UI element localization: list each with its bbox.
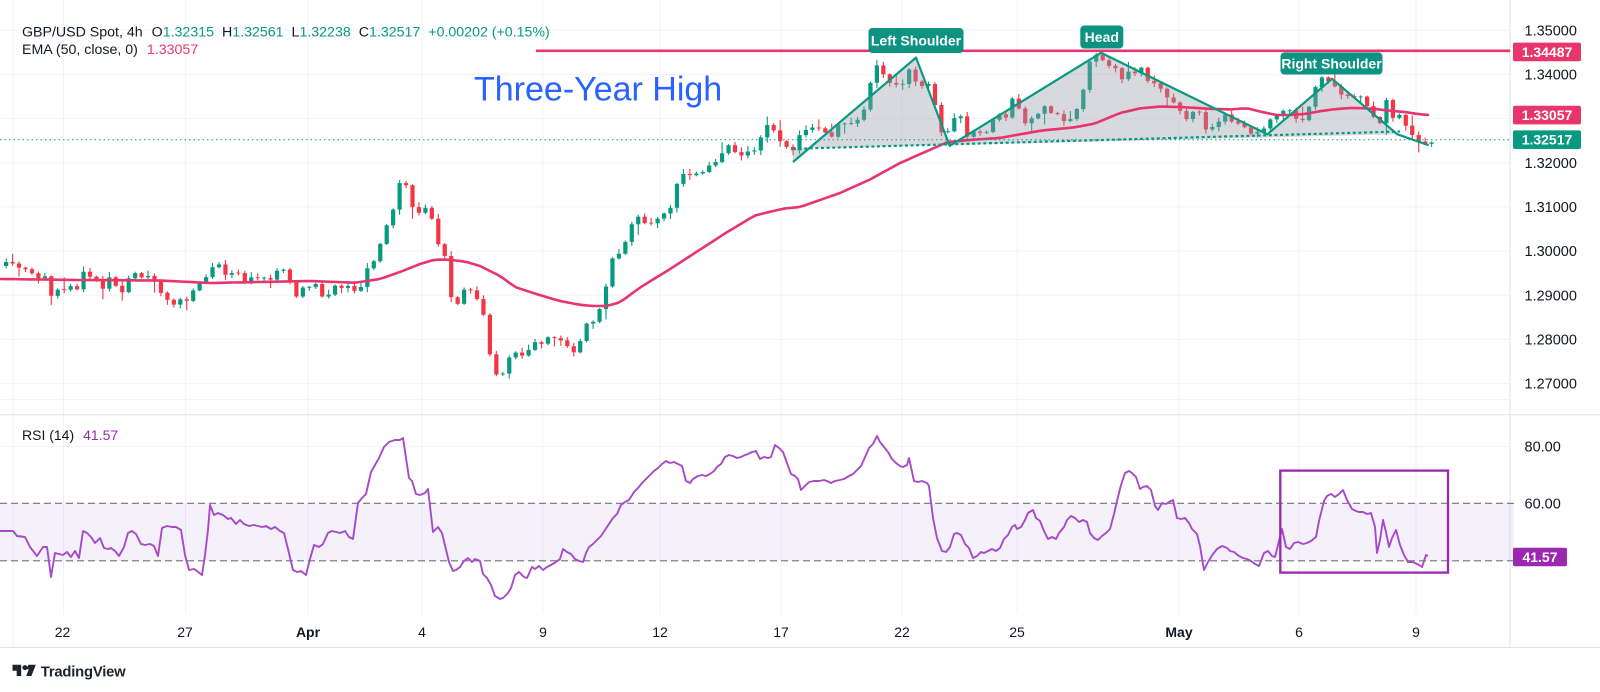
svg-text:1.35000: 1.35000 <box>1525 23 1577 39</box>
svg-text:22: 22 <box>55 624 71 640</box>
svg-text:Head: Head <box>1085 29 1119 45</box>
svg-text:17: 17 <box>773 624 789 640</box>
svg-text:1.33057: 1.33057 <box>1522 107 1573 123</box>
svg-text:1.34487: 1.34487 <box>1522 44 1573 60</box>
svg-text:Left Shoulder: Left Shoulder <box>871 32 962 48</box>
svg-text:RSI (14)41.57: RSI (14) 41.57 <box>22 427 118 443</box>
svg-text:1.32517: 1.32517 <box>1522 132 1573 148</box>
svg-text:1.31000: 1.31000 <box>1525 200 1577 216</box>
svg-text:4: 4 <box>418 624 426 640</box>
svg-text:Right Shoulder: Right Shoulder <box>1281 55 1382 71</box>
svg-text:41.57: 41.57 <box>1522 549 1557 565</box>
svg-text:22: 22 <box>894 624 910 640</box>
svg-text:25: 25 <box>1009 624 1025 640</box>
svg-text:60.00: 60.00 <box>1525 496 1561 512</box>
svg-text:1.30000: 1.30000 <box>1525 244 1577 260</box>
svg-text:1.28000: 1.28000 <box>1525 332 1577 348</box>
svg-text:9: 9 <box>1412 624 1420 640</box>
svg-text:May: May <box>1165 624 1192 640</box>
svg-text:6: 6 <box>1295 624 1303 640</box>
svg-text:27: 27 <box>177 624 193 640</box>
svg-text:12: 12 <box>652 624 668 640</box>
svg-text:1.29000: 1.29000 <box>1525 288 1577 304</box>
svg-text:EMA (50, close, 0)1.33057: EMA (50, close, 0) 1.33057 <box>22 42 198 58</box>
svg-text:80.00: 80.00 <box>1525 440 1561 456</box>
svg-text:9: 9 <box>539 624 547 640</box>
svg-text:1.27000: 1.27000 <box>1525 377 1577 393</box>
svg-text:1.34000: 1.34000 <box>1525 68 1577 84</box>
svg-text:TradingView: TradingView <box>41 665 126 681</box>
svg-text:Three-Year High: Three-Year High <box>474 71 722 109</box>
svg-text:1.32000: 1.32000 <box>1525 156 1577 172</box>
svg-text:Apr: Apr <box>296 624 321 640</box>
